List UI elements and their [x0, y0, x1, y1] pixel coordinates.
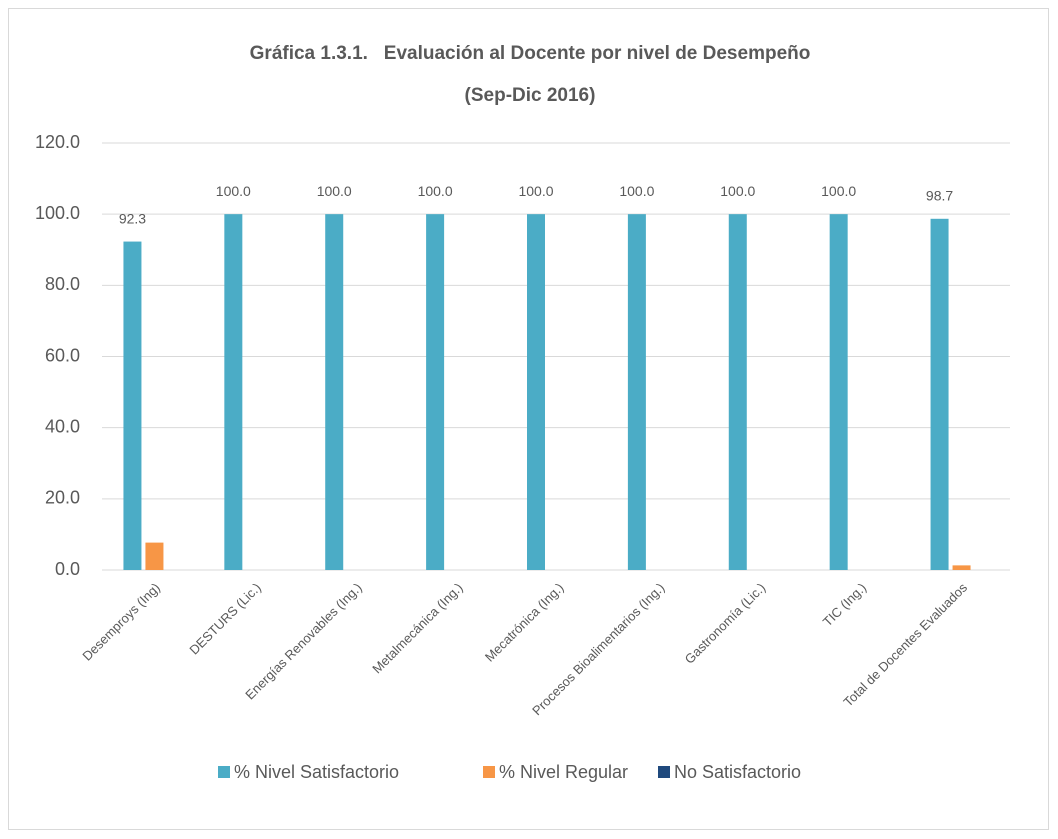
data-label: 100.0: [821, 183, 856, 199]
bar: [527, 214, 545, 570]
legend-swatch: [658, 766, 670, 778]
legend-swatch: [483, 766, 495, 778]
bar: [224, 214, 243, 570]
y-tick-label: 20.0: [45, 488, 80, 508]
legend-label: % Nivel Regular: [499, 762, 628, 782]
data-label: 100.0: [720, 183, 755, 199]
data-label: 100.0: [317, 183, 352, 199]
data-label: 100.0: [216, 183, 251, 199]
bar: [952, 565, 971, 570]
data-label: 92.3: [119, 210, 146, 226]
legend-label: % Nivel Satisfactorio: [234, 762, 399, 782]
data-label: 100.0: [518, 183, 553, 199]
data-label: 100.0: [619, 183, 654, 199]
y-tick-label: 100.0: [35, 203, 80, 223]
bar: [627, 214, 646, 570]
data-label: 98.7: [926, 187, 953, 203]
y-tick-label: 0.0: [55, 559, 80, 579]
chart-subtitle: (Sep-Dic 2016): [465, 85, 596, 106]
data-label: 100.0: [418, 183, 453, 199]
legend-swatch: [218, 766, 230, 778]
chart-title: Gráfica 1.3.1. Evaluación al Docente por…: [250, 43, 811, 64]
legend-label: No Satisfactorio: [674, 762, 801, 782]
bar: [123, 241, 142, 570]
y-tick-label: 40.0: [45, 416, 80, 436]
y-tick-label: 120.0: [35, 132, 80, 152]
y-tick-label: 80.0: [45, 274, 80, 294]
bar: [426, 214, 445, 570]
bar: [930, 218, 949, 571]
bar: [325, 214, 344, 570]
bar: [145, 542, 164, 570]
bar: [728, 214, 747, 570]
y-tick-label: 60.0: [45, 345, 80, 365]
bar: [829, 214, 848, 570]
